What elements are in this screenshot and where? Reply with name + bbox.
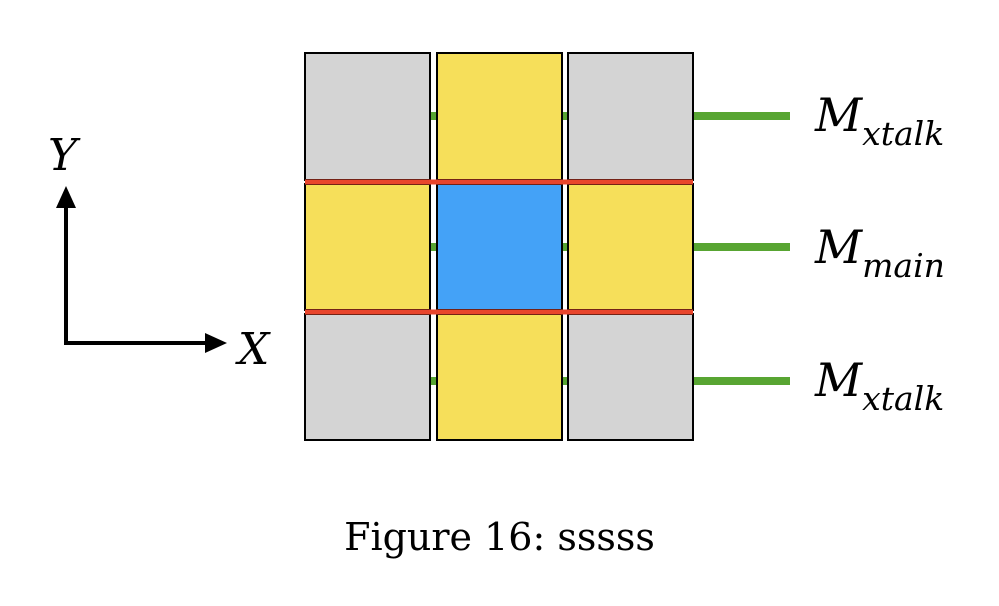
axis-indicator: Y X (48, 130, 271, 375)
cell-r2-c2 (567, 313, 694, 441)
y-axis-arrowhead (56, 186, 76, 208)
row-label-bottom-main: M (814, 353, 864, 407)
row-label-top: Mxtalk (814, 88, 944, 153)
row-label-bottom: Mxtalk (814, 353, 944, 418)
x-axis-label: X (235, 324, 271, 375)
y-axis-label: Y (48, 130, 81, 181)
x-axis-arrowhead (205, 333, 227, 353)
cell-r2-c0 (304, 313, 431, 441)
cell-r0-c2 (567, 52, 694, 181)
row-separators (305, 179, 693, 315)
cell-r2-c1 (436, 313, 563, 441)
caption-prefix: Figure 16: (344, 515, 546, 559)
cell-grid (304, 52, 694, 441)
cell-r1-c1 (436, 183, 563, 311)
row-labels: Mxtalk Mmain Mxtalk (814, 88, 945, 418)
row-label-top-main: M (814, 88, 864, 142)
row-label-middle: Mmain (814, 220, 945, 285)
figure-caption: Figure 16: sssss (0, 515, 999, 559)
cell-r0-c0 (304, 52, 431, 181)
cell-r1-c0 (304, 183, 431, 311)
row-label-middle-sub: main (862, 246, 945, 285)
caption-text: sssss (557, 515, 655, 559)
row-label-middle-main: M (814, 220, 864, 274)
row-label-bottom-sub: xtalk (862, 379, 944, 418)
row-label-top-sub: xtalk (862, 114, 944, 153)
cell-r0-c1 (436, 52, 563, 181)
cell-r1-c2 (567, 183, 694, 311)
